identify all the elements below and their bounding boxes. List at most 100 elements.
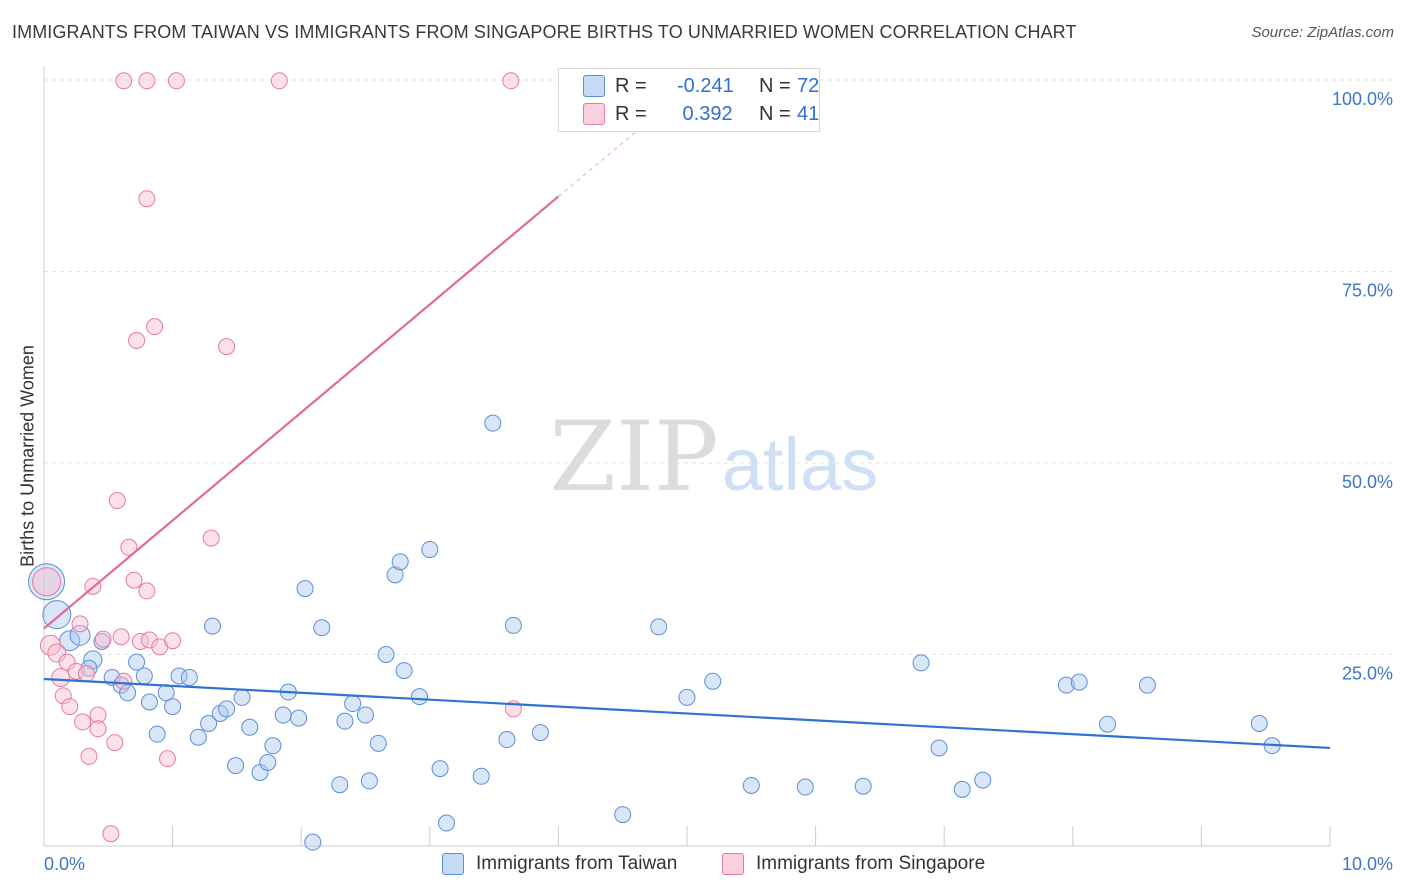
taiwan-point: [119, 684, 137, 702]
singapore-trend-extension: [558, 120, 649, 197]
singapore-trend-line: [43, 195, 560, 630]
taiwan-point: [472, 767, 490, 785]
bottom-legend-label-taiwan: Immigrants from Taiwan: [476, 853, 678, 874]
singapore-point: [71, 615, 89, 633]
taiwan-point: [135, 667, 153, 685]
singapore-point: [51, 667, 71, 687]
x-tick-label: 0.0%: [44, 854, 85, 874]
taiwan-point: [431, 760, 449, 778]
singapore-point: [115, 672, 133, 690]
singapore-point: [106, 734, 124, 752]
bottom-legend-taiwan: Immigrants from Taiwan: [442, 850, 677, 878]
singapore-point: [125, 571, 143, 589]
taiwan-point: [369, 734, 387, 752]
legend-n-value: 41: [797, 102, 820, 125]
taiwan-point: [742, 776, 760, 794]
taiwan-point: [912, 654, 930, 672]
taiwan-point: [227, 757, 245, 775]
taiwan-point: [484, 414, 502, 432]
taiwan-point: [930, 739, 948, 757]
legend-swatch-taiwan: [583, 75, 605, 97]
chart-title: IMMIGRANTS FROM TAIWAN VS IMMIGRANTS FRO…: [12, 22, 1077, 42]
singapore-point: [74, 713, 92, 731]
singapore-point: [102, 825, 120, 843]
singapore-point: [270, 72, 288, 90]
singapore-point: [61, 698, 79, 716]
singapore-point: [167, 72, 185, 90]
taiwan-point: [953, 780, 971, 798]
singapore-point: [158, 750, 176, 768]
legend-n-label: N =: [759, 102, 791, 125]
singapore-point: [502, 72, 520, 90]
taiwan-trend-line: [43, 677, 1331, 750]
y-tick-label: 50.0%: [1342, 472, 1393, 492]
y-tick-label: 75.0%: [1342, 281, 1393, 301]
singapore-point: [67, 662, 85, 680]
singapore-point: [120, 538, 138, 556]
taiwan-point: [650, 618, 668, 636]
taiwan-point: [391, 553, 409, 571]
singapore-point: [202, 529, 220, 547]
taiwan-point: [164, 698, 182, 716]
trend-lines: [43, 120, 1331, 750]
taiwan-point: [854, 777, 872, 795]
y-tick-label: 100.0%: [1332, 89, 1393, 109]
taiwan-point: [180, 668, 198, 686]
bottom-legend-swatch-taiwan: [442, 853, 464, 875]
singapore-point: [128, 331, 146, 349]
legend-swatch-singapore: [583, 103, 605, 125]
legend-r-label: R =: [615, 74, 647, 97]
y-axis-label: Births to Unmarried Women: [17, 345, 38, 567]
x-tick-label: 10.0%: [1342, 854, 1393, 874]
taiwan-point: [28, 563, 66, 601]
legend-n-value: 72: [797, 74, 820, 97]
singapore-point: [39, 634, 61, 656]
taiwan-point: [704, 672, 722, 690]
taiwan-point: [264, 737, 282, 755]
taiwan-point: [331, 776, 349, 794]
taiwan-point: [218, 700, 236, 718]
data-points: [28, 72, 1281, 851]
taiwan-point: [259, 754, 277, 772]
singapore-point: [138, 72, 156, 90]
taiwan-point: [504, 616, 522, 634]
watermark: ZIP atlas: [549, 401, 878, 513]
taiwan-point: [140, 693, 158, 711]
taiwan-point: [357, 706, 374, 724]
x-tick-labels: 0.0% 10.0%: [44, 854, 1393, 874]
watermark-atlas: atlas: [722, 423, 878, 506]
taiwan-point: [274, 706, 292, 724]
legend-r-value: -0.241: [677, 74, 734, 97]
taiwan-point: [1138, 676, 1156, 694]
taiwan-point: [241, 718, 259, 736]
singapore-point: [140, 631, 158, 649]
taiwan-point: [1057, 676, 1075, 694]
singapore-point: [131, 632, 149, 650]
taiwan-point: [360, 772, 378, 790]
legend-n-label: N =: [759, 74, 791, 97]
taiwan-point: [336, 712, 354, 730]
singapore-point: [138, 582, 156, 600]
taiwan-point: [614, 806, 632, 824]
singapore-point: [58, 653, 76, 671]
watermark-zip: ZIP: [549, 401, 718, 513]
bottom-legend-label-singapore: Immigrants from Singapore: [756, 853, 986, 874]
singapore-point: [89, 720, 107, 738]
taiwan-point: [1250, 714, 1268, 732]
taiwan-point: [296, 580, 314, 598]
singapore-point: [138, 190, 156, 208]
taiwan-point: [290, 709, 308, 727]
singapore-point: [146, 318, 164, 336]
taiwan-point: [438, 814, 456, 832]
y-tick-labels: 25.0% 50.0% 75.0% 100.0%: [1332, 89, 1393, 684]
source-label: Source: ZipAtlas.com: [1251, 24, 1394, 41]
taiwan-point: [189, 728, 207, 746]
taiwan-point: [411, 688, 429, 706]
taiwan-point: [395, 662, 413, 680]
taiwan-point: [200, 714, 218, 732]
singapore-point: [77, 665, 95, 683]
singapore-point: [164, 632, 182, 650]
taiwan-point: [203, 617, 221, 635]
singapore-point: [47, 643, 67, 663]
